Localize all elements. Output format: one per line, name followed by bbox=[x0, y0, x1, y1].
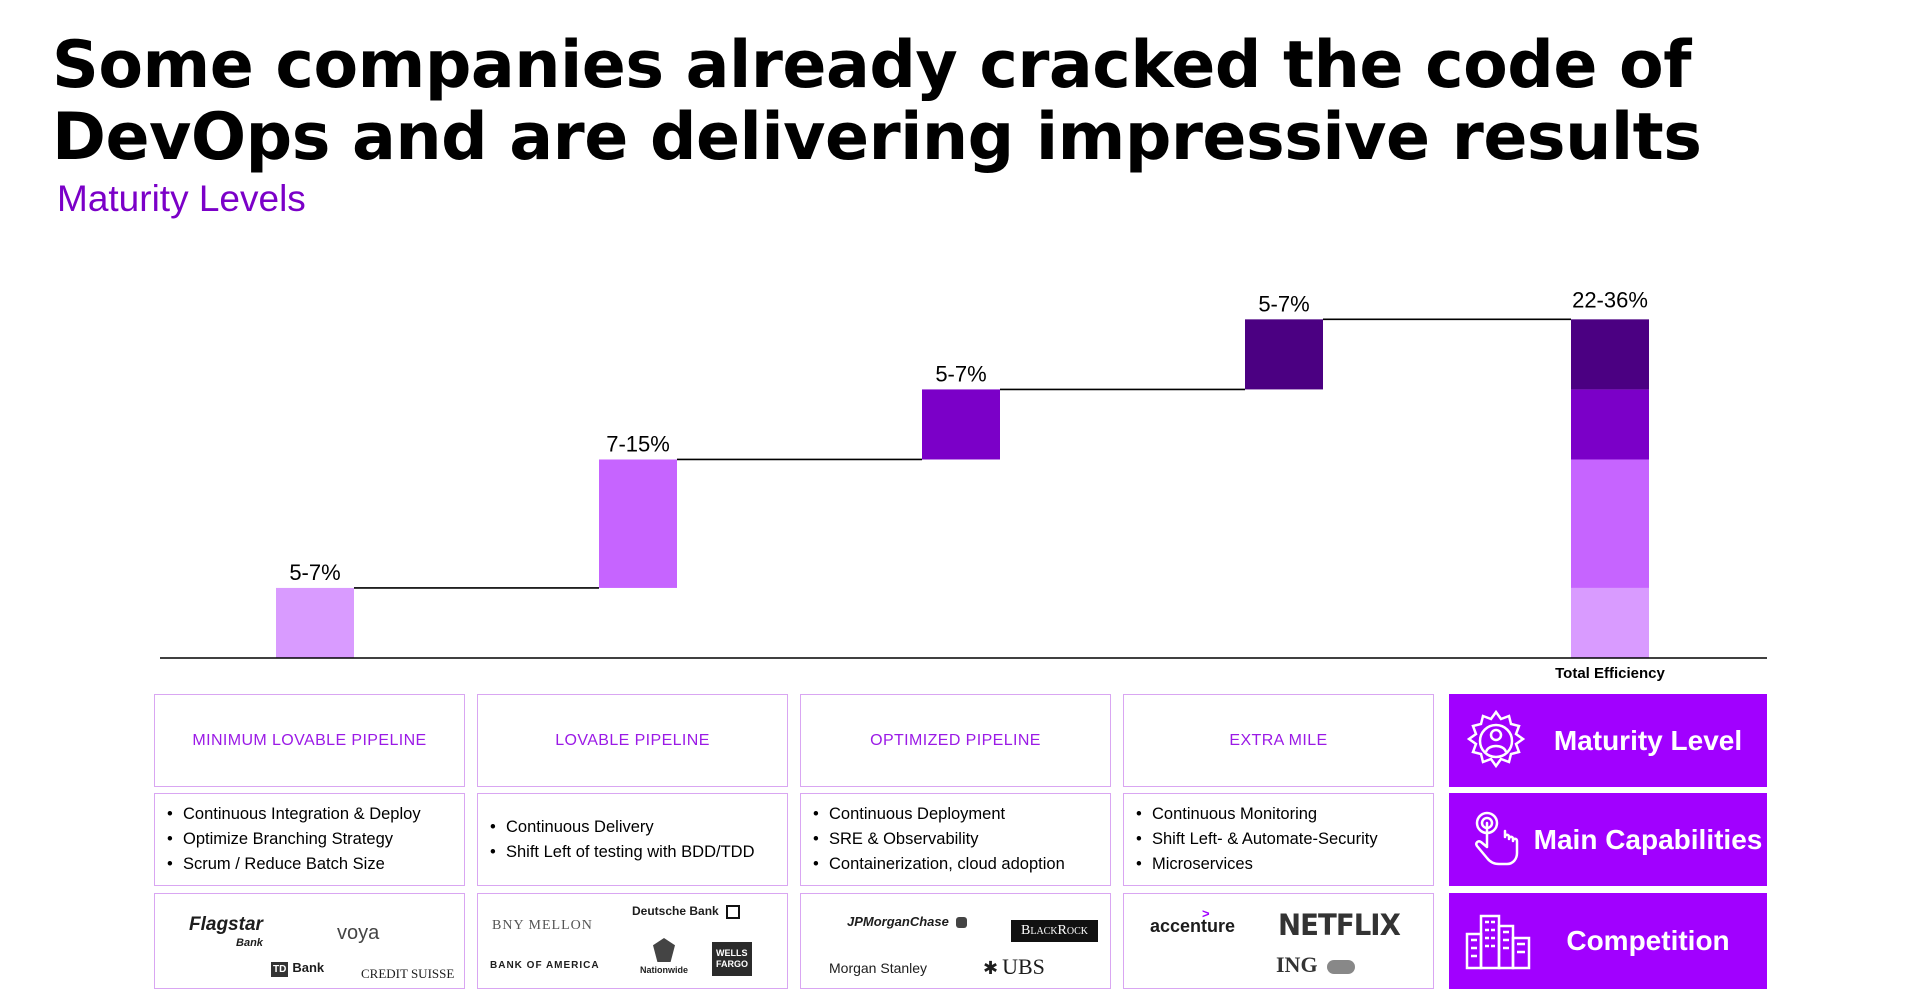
stage-head-minimum-lovable: MINIMUM LOVABLE PIPELINE bbox=[154, 694, 465, 787]
waterfall-bar bbox=[599, 459, 677, 588]
hand-tap-icon bbox=[1475, 811, 1519, 865]
netflix-logo: NETFLIX bbox=[1278, 908, 1401, 942]
capability-item: Continuous Monitoring bbox=[1136, 802, 1433, 827]
ing-logo: ING bbox=[1276, 952, 1356, 978]
voya-logo: voya bbox=[337, 922, 380, 944]
title-line-1: Some companies already cracked the code … bbox=[52, 28, 1691, 103]
capability-item: Microservices bbox=[1136, 852, 1433, 877]
accenture-logo: > accenture bbox=[1150, 906, 1236, 936]
stage-capabilities-lovable: Continuous Delivery Shift Left of testin… bbox=[477, 793, 788, 886]
capability-item: SRE & Observability bbox=[813, 827, 1110, 852]
gear-person-icon bbox=[1466, 709, 1526, 768]
legend-main-capabilities: Main Capabilities bbox=[1449, 793, 1767, 886]
capability-item: Optimize Branching Strategy bbox=[167, 827, 464, 852]
capability-item: Continuous Integration & Deploy bbox=[167, 802, 464, 827]
total-bar-segment bbox=[1571, 587, 1649, 658]
total-bar-segment bbox=[1571, 389, 1649, 460]
waterfall-chart: 5-7% 7-15% 5-7% 5-7% 22-36% Total Efficiency bbox=[160, 287, 1767, 682]
page-title: Some companies already cracked the code … bbox=[52, 30, 1892, 174]
title-line-2: DevOps and are delivering impressive res… bbox=[52, 100, 1702, 175]
stage-head-extra-mile: EXTRA MILE bbox=[1123, 694, 1434, 787]
nationwide-eagle-icon bbox=[653, 938, 675, 962]
ubs-keys-icon: ✱ bbox=[983, 958, 999, 978]
waterfall-bar bbox=[922, 389, 1000, 460]
legend-label: Maturity Level bbox=[1553, 724, 1743, 756]
stage-capabilities-minimum-lovable: Continuous Integration & Deploy Optimize… bbox=[154, 793, 465, 886]
bar-value-label: 5-7% bbox=[1258, 291, 1309, 316]
bny-mellon-logo: BNY MELLON bbox=[492, 918, 593, 933]
legend-label: Competition bbox=[1566, 925, 1730, 956]
credit-suisse-logo: CREDIT SUISSE bbox=[361, 966, 455, 981]
blackrock-logo: BlackRock bbox=[1011, 920, 1099, 942]
flagstar-logo: Flagstar Bank bbox=[189, 914, 263, 949]
wells-fargo-logo: WELLS FARGO bbox=[712, 942, 753, 976]
ing-lion-icon bbox=[1327, 959, 1356, 974]
td-box-icon: TD bbox=[271, 962, 289, 977]
chase-octagon-icon bbox=[955, 917, 967, 929]
stage-head-optimized: OPTIMIZED PIPELINE bbox=[800, 694, 1111, 787]
subtitle: Maturity Levels bbox=[57, 178, 306, 219]
bar-value-label: 7-15% bbox=[606, 431, 670, 456]
legend-maturity-level: Maturity Level bbox=[1449, 694, 1767, 787]
td-bank-logo: TD Bank bbox=[271, 960, 325, 977]
capability-item: Continuous Deployment bbox=[813, 802, 1110, 827]
competition-logos-lovable: BNY MELLON Deutsche Bank BANK OF AMERICA… bbox=[477, 893, 788, 989]
bank-of-america-logo: BANK OF AMERICA bbox=[490, 960, 600, 971]
capability-item: Shift Left- & Automate-Security bbox=[1136, 827, 1433, 852]
bar-value-label: 5-7% bbox=[935, 361, 986, 386]
deutsche-bank-logo: Deutsche Bank bbox=[632, 904, 741, 919]
waterfall-bar bbox=[1245, 319, 1323, 390]
capability-item: Shift Left of testing with BDD/TDD bbox=[490, 840, 787, 865]
capability-item: Scrum / Reduce Batch Size bbox=[167, 852, 464, 877]
buildings-icon bbox=[1465, 914, 1531, 970]
bar-value-label: 5-7% bbox=[289, 560, 340, 585]
waterfall-bar bbox=[276, 587, 354, 658]
total-value-label: 22-36% bbox=[1572, 287, 1648, 312]
competition-logos-extra-mile: > accenture NETFLIX ING bbox=[1123, 893, 1434, 989]
capability-item: Continuous Delivery bbox=[490, 815, 787, 840]
nationwide-logo: Nationwide bbox=[640, 938, 688, 975]
total-bar-segment bbox=[1571, 459, 1649, 588]
accenture-chevron-icon: > bbox=[1202, 906, 1210, 921]
x-tick-label-total: Total Efficiency bbox=[1555, 665, 1665, 682]
morgan-stanley-logo: Morgan Stanley bbox=[829, 960, 928, 976]
stage-head-lovable: LOVABLE PIPELINE bbox=[477, 694, 788, 787]
competition-logos-minimum-lovable: Flagstar Bank voya TD Bank CREDIT SUISSE bbox=[154, 893, 465, 989]
capability-item: Containerization, cloud adoption bbox=[813, 852, 1110, 877]
legend-competition: Competition bbox=[1449, 893, 1767, 989]
total-bar-segment bbox=[1571, 319, 1649, 390]
competition-logos-optimized: JPMorganChase BlackRock Morgan Stanley ✱… bbox=[800, 893, 1111, 989]
jpmorgan-chase-logo: JPMorganChase bbox=[847, 914, 967, 929]
deutsche-bank-icon bbox=[726, 904, 741, 919]
stage-capabilities-optimized: Continuous Deployment SRE & Observabilit… bbox=[800, 793, 1111, 886]
ubs-logo: ✱ UBS bbox=[983, 954, 1045, 979]
stage-capabilities-extra-mile: Continuous Monitoring Shift Left- & Auto… bbox=[1123, 793, 1434, 886]
legend-label: Main Capabilities bbox=[1533, 823, 1763, 855]
